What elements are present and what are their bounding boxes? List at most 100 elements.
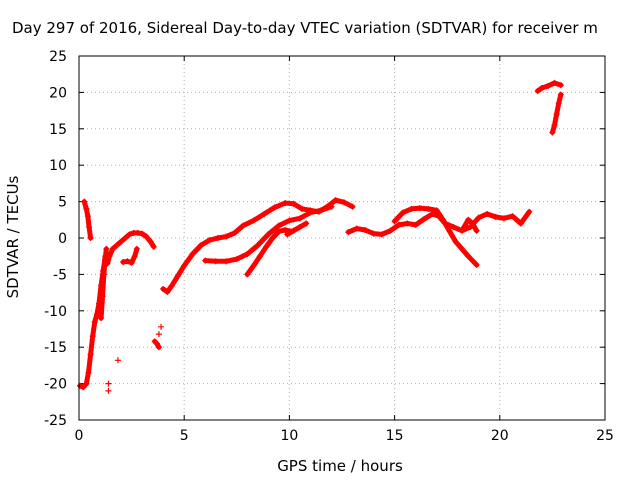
- data-point: [345, 229, 352, 236]
- data-point: [425, 205, 432, 212]
- data-point: [271, 204, 278, 211]
- y-tick-label: 15: [49, 122, 67, 138]
- data-track: [392, 205, 480, 268]
- data-point: [395, 221, 402, 228]
- data-point: [99, 293, 106, 300]
- y-tick-label: -25: [44, 413, 67, 429]
- data-point: [155, 331, 162, 338]
- data-point: [387, 227, 394, 234]
- data-point: [286, 217, 293, 224]
- data-point: [501, 215, 508, 222]
- data-point: [155, 344, 162, 351]
- data-point: [87, 235, 94, 241]
- data-point: [332, 197, 339, 204]
- y-tick-label: -10: [44, 304, 67, 320]
- y-tick-label: -15: [44, 340, 67, 356]
- data-point: [134, 229, 141, 236]
- data-point: [557, 91, 564, 98]
- axis-ticks: 0 5 10 15 20 25 -25 -20 -15 -10 -5 0 5 10 15 20 25: [44, 49, 614, 444]
- y-tick-label: -5: [53, 267, 67, 283]
- data-point: [557, 82, 564, 89]
- data-point: [412, 221, 419, 228]
- data-point: [296, 224, 303, 231]
- data-point: [133, 245, 140, 252]
- data-point: [124, 258, 131, 265]
- data-point: [378, 231, 385, 238]
- data-point: [416, 205, 423, 212]
- data-point: [118, 238, 125, 245]
- data-point: [114, 357, 121, 364]
- data-point: [534, 87, 541, 94]
- data-point: [233, 256, 240, 263]
- data-point: [214, 235, 221, 241]
- data-point: [105, 387, 112, 394]
- data-point: [439, 216, 446, 223]
- data-point: [391, 218, 398, 225]
- data-point: [100, 271, 107, 278]
- data-point: [555, 100, 562, 107]
- data-point: [465, 216, 472, 223]
- data-point: [469, 220, 476, 227]
- data-point: [103, 245, 110, 252]
- data-point: [509, 213, 516, 220]
- data-point: [263, 243, 270, 250]
- data-point: [549, 129, 556, 136]
- data-point: [244, 251, 251, 258]
- y-tick-label: 0: [58, 231, 67, 247]
- data-point: [84, 213, 91, 220]
- data-track: [461, 217, 480, 234]
- data-point: [473, 261, 480, 268]
- data-point: [131, 253, 138, 260]
- data-point: [160, 285, 167, 292]
- data-point: [421, 216, 428, 223]
- data-point: [256, 253, 263, 260]
- data-point: [77, 382, 84, 389]
- data-point: [517, 220, 524, 227]
- data-point: [109, 245, 116, 252]
- data-point: [282, 226, 289, 233]
- data-point: [404, 220, 411, 227]
- x-tick-label: 15: [386, 428, 404, 444]
- data-track: [535, 80, 564, 94]
- data-point: [168, 283, 175, 290]
- data-point: [181, 262, 188, 269]
- data-point: [174, 272, 181, 279]
- data-point: [83, 205, 90, 212]
- data-point: [317, 207, 324, 214]
- data-point: [86, 224, 93, 231]
- data-point: [223, 233, 230, 240]
- data-point: [206, 237, 213, 244]
- data-point: [87, 351, 94, 358]
- x-tick-label: 10: [280, 428, 298, 444]
- data-point: [450, 224, 457, 231]
- data-point: [458, 227, 465, 234]
- data-point: [250, 217, 257, 224]
- data-point: [538, 85, 545, 92]
- data-point: [353, 225, 360, 232]
- data-point: [120, 259, 127, 266]
- data-point: [551, 122, 558, 129]
- data-point: [91, 318, 98, 325]
- chart-title: Day 297 of 2016, Sidereal Day-to-day VTE…: [12, 19, 598, 37]
- data-point: [465, 253, 472, 260]
- data-point: [362, 226, 369, 233]
- y-axis-label: SDTVAR / TECUs: [4, 175, 22, 298]
- data-point: [290, 227, 297, 234]
- x-tick-label: 5: [180, 428, 189, 444]
- data-point: [370, 230, 377, 237]
- data-point: [122, 235, 129, 241]
- y-tick-label: 10: [49, 158, 67, 174]
- data-point: [275, 222, 282, 229]
- data-point: [349, 203, 356, 210]
- data-point: [307, 209, 314, 216]
- data-point: [102, 256, 109, 263]
- data-point: [545, 82, 552, 89]
- data-point: [290, 200, 297, 207]
- data-point: [198, 242, 205, 249]
- y-tick-label: 20: [49, 85, 67, 101]
- data-point: [105, 380, 112, 387]
- data-point: [153, 340, 160, 347]
- data-point: [265, 231, 272, 238]
- data-point: [128, 259, 135, 266]
